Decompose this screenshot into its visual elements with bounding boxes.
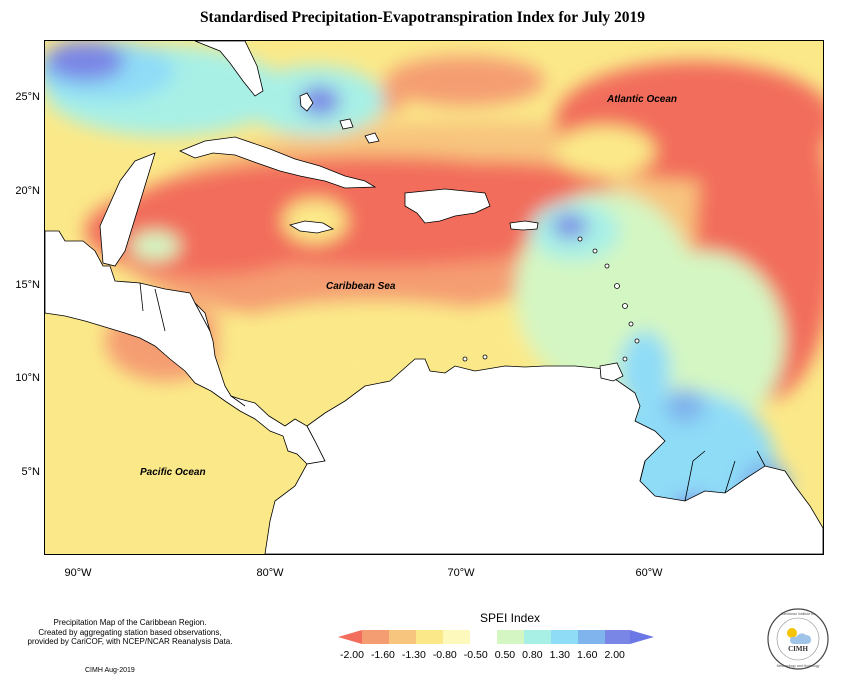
legend-swatch-0 [338, 630, 362, 644]
legend-swatch-4 [443, 630, 470, 644]
lon-label-70w: 70°W [447, 567, 475, 579]
legend-swatch-8 [551, 630, 578, 644]
sun-icon [787, 628, 797, 638]
credit-line-3: provided by CariCOF, with NCEP/NCAR Rean… [27, 637, 233, 646]
spei-map-canvas [45, 41, 823, 554]
legend-tick: -1.60 [370, 649, 395, 661]
lon-label-60w: 60°W [635, 567, 663, 579]
logo-text: CIMH [788, 645, 808, 653]
legend-color-bar [338, 630, 654, 644]
logo-text-top: Caribbean Institute for [781, 612, 816, 616]
legend-tick: -0.50 [463, 649, 488, 661]
legend-tick: 0.80 [522, 649, 543, 661]
lat-label-15n: 15°N [15, 279, 40, 291]
logo-text-bottom: Meteorology and Hydrology [777, 664, 820, 668]
legend-swatch-5 [470, 630, 497, 644]
lon-label-90w: 90°W [64, 567, 92, 579]
legend-tick: -0.80 [432, 649, 457, 661]
legend-swatch-11 [630, 630, 654, 644]
legend-tick: 2.00 [604, 649, 625, 661]
lat-label-5n: 5°N [21, 466, 40, 478]
legend-swatch-6 [497, 630, 524, 644]
legend-title: SPEI Index [479, 611, 541, 625]
lon-label-80w: 80°W [256, 567, 284, 579]
credit-line-1: Precipitation Map of the Caribbean Regio… [53, 618, 207, 627]
caribbean-sea-label: Caribbean Sea [326, 281, 396, 292]
pacific-ocean-label: Pacific Ocean [140, 467, 206, 478]
credit-line-2: Created by aggregating station based obs… [38, 627, 222, 637]
legend-tick: -1.30 [401, 649, 426, 661]
legend-swatch-10 [605, 630, 630, 644]
legend-swatch-9 [578, 630, 605, 644]
lat-label-20n: 20°N [15, 185, 40, 197]
cloud-icon [790, 633, 811, 644]
lat-label-25n: 25°N [15, 91, 40, 103]
map-credit: Precipitation Map of the Caribbean Regio… [10, 618, 250, 647]
legend-swatch-7 [524, 630, 551, 644]
legend-swatch-3 [416, 630, 443, 644]
credit-date: CIMH Aug-2019 [85, 667, 135, 674]
legend-tick: -2.00 [340, 649, 364, 661]
legend-tick: 0.50 [494, 649, 516, 661]
spei-map [44, 40, 824, 555]
lat-label-10n: 10°N [15, 372, 40, 384]
legend-swatch-2 [389, 630, 416, 644]
land-areas [45, 41, 823, 554]
legend-tick: 1.30 [549, 649, 570, 661]
cimh-logo: CIMH Caribbean Institute for Meteorology… [767, 608, 829, 670]
legend-tick: 1.60 [577, 649, 598, 661]
atlantic-ocean-label: Atlantic Ocean [607, 94, 678, 105]
legend-swatch-1 [362, 630, 389, 644]
legend-tick-labels: -2.00 -1.60 -1.30 -0.80 -0.50 0.50 0.80 1.30 1.6… [340, 649, 632, 661]
map-title: Standardised Precipitation-Evapotranspir… [199, 9, 646, 26]
